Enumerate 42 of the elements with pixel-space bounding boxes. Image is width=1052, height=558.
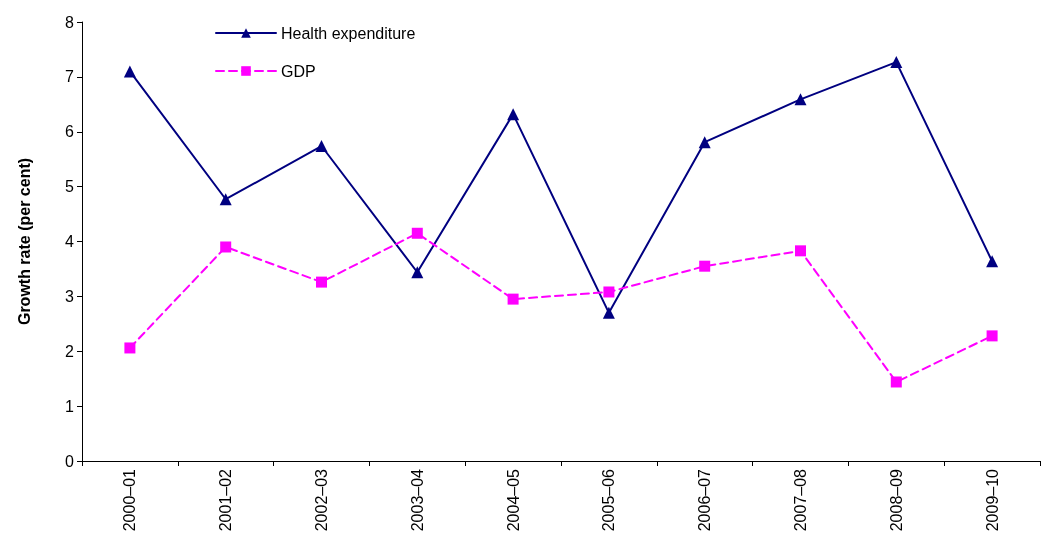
x-tick-label: 2000–01	[121, 468, 139, 532]
point	[507, 293, 519, 305]
x-tick-label: 2009–10	[983, 468, 1001, 532]
y-tick-label: 7	[65, 68, 75, 86]
point	[124, 342, 136, 354]
point	[795, 245, 806, 257]
point	[220, 241, 232, 253]
x-tick-label: 2006–07	[696, 468, 714, 532]
point	[603, 286, 615, 298]
x-tick-label: 2008–09	[887, 468, 905, 532]
y-tick-label: 8	[65, 13, 75, 31]
point	[315, 140, 328, 153]
y-tick-label: 6	[65, 123, 75, 141]
point	[890, 376, 902, 388]
point	[986, 330, 998, 342]
x-tick-label: 2007–08	[792, 468, 809, 532]
point	[698, 136, 711, 149]
y-tick-label: 2	[65, 342, 75, 360]
y-tick-label: 3	[65, 287, 75, 305]
point	[699, 260, 711, 272]
legend-label: GDP	[281, 62, 316, 80]
y-tick-label: 0	[65, 452, 75, 470]
y-tick-label: 1	[65, 397, 75, 415]
x-tick-label: 2001–02	[217, 468, 235, 532]
point	[411, 227, 423, 239]
y-tick-label: 5	[65, 178, 75, 196]
point	[890, 56, 903, 69]
x-tick-label: 2004–05	[504, 468, 522, 532]
point	[794, 93, 807, 106]
point	[602, 306, 615, 319]
point	[123, 65, 136, 78]
x-tick-label: 2003–04	[408, 468, 426, 532]
point	[986, 255, 999, 268]
point	[411, 266, 424, 279]
x-tick-label: 2002–03	[313, 468, 330, 532]
y-axis-title: Growth rate (per cent)	[15, 157, 33, 326]
point	[316, 276, 327, 288]
point	[507, 108, 520, 121]
point	[219, 193, 232, 206]
x-tick-label: 2005–06	[600, 468, 618, 532]
legend-label: Health expenditure	[281, 24, 416, 42]
y-tick-label: 4	[65, 233, 75, 250]
